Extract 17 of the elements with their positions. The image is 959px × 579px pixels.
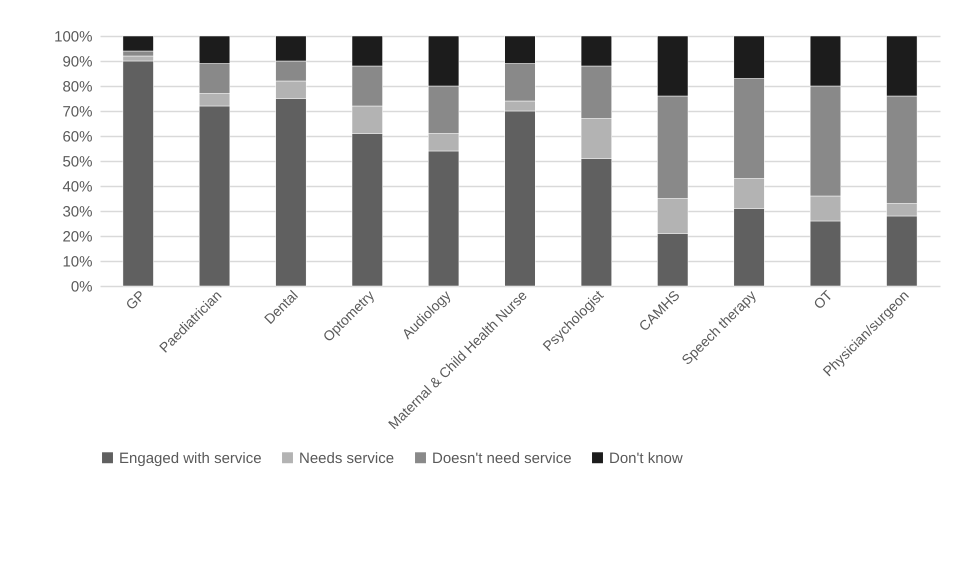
legend-label: Doesn't need service [432,450,572,467]
y-tick-label: 60% [62,128,92,146]
y-tick-label: 70% [62,104,92,120]
y-tick-label: 100% [54,28,92,46]
legend-label: Engaged with service [119,450,262,467]
y-tick-label: 50% [62,154,92,170]
y-tick-label: 80% [62,78,92,96]
y-tick-label: 10% [62,254,92,270]
bar [122,60,154,286]
x-tick-label: GP [122,287,148,313]
y-tick-label: 0% [70,278,92,296]
y-tick-label: 90% [62,54,92,70]
legend-label: Needs service [299,450,394,467]
y-tick-label: 20% [62,228,92,246]
y-tick-label: 30% [62,204,92,220]
legend-label: Don't know [609,450,683,467]
y-tick-label: 40% [62,178,92,196]
